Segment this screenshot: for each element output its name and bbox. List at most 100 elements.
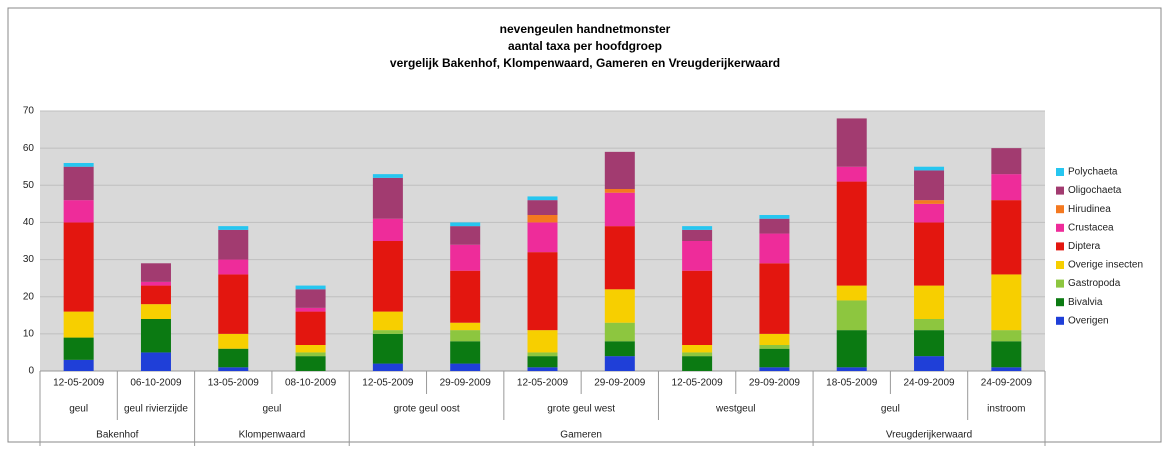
legend-swatch [1056,242,1064,251]
legend-label: Diptera [1068,241,1101,252]
bar-segment [450,330,481,342]
bar-segment [604,341,635,357]
legend-label: Polychaeta [1068,167,1118,178]
bar-segment [63,166,94,201]
bar-segment [295,307,326,312]
bar-segment [218,274,249,334]
bar-segment [759,218,790,234]
legend-label: Oligochaeta [1068,185,1122,196]
bar-segment [836,181,867,286]
bar-segment [759,345,790,349]
bar-segment [527,215,558,223]
bar-segment [604,356,635,371]
bar-segment [63,200,94,223]
bar-segment [295,289,326,308]
bar-segment [527,367,558,371]
bar-segment [218,226,249,230]
x-tick-label: 29-09-2009 [594,378,646,389]
bar-segment [759,333,790,345]
legend-label: Overigen [1068,315,1109,326]
bar-segment [836,285,867,301]
x-tick-label: 08-10-2009 [285,378,337,389]
bar-segment [218,259,249,275]
legend-swatch [1056,223,1064,232]
y-tick-label: 50 [23,180,35,191]
bar-segment [295,356,326,371]
bar-segment [295,345,326,353]
y-tick-label: 30 [23,254,35,265]
x-tick-label: 24-09-2009 [903,378,955,389]
bar-segment [991,367,1022,371]
bar-segment [682,356,713,371]
bar-segment [140,352,171,371]
legend-label: Bivalvia [1068,297,1103,308]
bar-segment [991,148,1022,175]
x-tick-label: 12-05-2009 [672,378,724,389]
site-label: Vreugderijkerwaard [886,430,972,441]
bar-segment [914,166,945,171]
bar-segment [140,281,171,286]
group-label: westgeul [715,404,755,415]
legend-swatch [1056,298,1064,307]
bar-segment [527,356,558,368]
bar-segment [604,226,635,290]
x-tick-label: 24-09-2009 [981,378,1033,389]
bar-segment [450,270,481,323]
group-label: geul rivierzijde [124,404,188,415]
bar-segment [604,151,635,189]
bar-segment [991,274,1022,331]
bar-segment [604,192,635,227]
bar-segment [604,322,635,342]
chart-title: nevengeulen handnetmonster [500,22,671,36]
bar-segment [63,359,94,371]
bar-segment [914,170,945,201]
bar-segment [914,319,945,331]
bar-segment [914,356,945,371]
bar-segment [836,330,867,368]
bar-segment [682,229,713,241]
legend-label: Overige insecten [1068,260,1143,271]
bar-segment [682,226,713,230]
bar-segment [604,289,635,323]
bar-segment [759,233,790,264]
bar-segment [295,311,326,345]
bar-segment [450,363,481,371]
bar-segment [450,222,481,227]
bar-segment [372,174,403,178]
bar-segment [914,203,945,223]
bar-segment [527,352,558,357]
bar-segment [682,270,713,345]
bar-segment [218,333,249,349]
bar-segment [527,196,558,201]
legend-label: Crustacea [1068,222,1114,233]
bar-segment [759,215,790,219]
bar-segment [372,330,403,334]
bar-segment [682,352,713,357]
bar-segment [914,222,945,286]
bar-segment [527,222,558,253]
y-tick-label: 40 [23,217,35,228]
bar-segment [63,163,94,167]
bar-segment [991,330,1022,342]
bar-segment [63,337,94,360]
bar-segment [450,322,481,331]
bar-segment [372,218,403,241]
group-label: geul [262,404,281,415]
bar-segment [914,285,945,319]
bar-segment [295,352,326,357]
bar-segment [914,330,945,357]
bar-segment [682,241,713,271]
bar-segment [759,367,790,371]
bar-segment [991,341,1022,368]
bar-segment [140,319,171,353]
y-tick-label: 20 [23,291,35,302]
bar-segment [140,304,171,319]
bar-segment [140,285,171,305]
x-tick-label: 29-09-2009 [749,378,801,389]
bar-segment [218,367,249,371]
bar-segment [527,330,558,353]
bar-segment [372,311,403,331]
bar-segment [759,263,790,334]
